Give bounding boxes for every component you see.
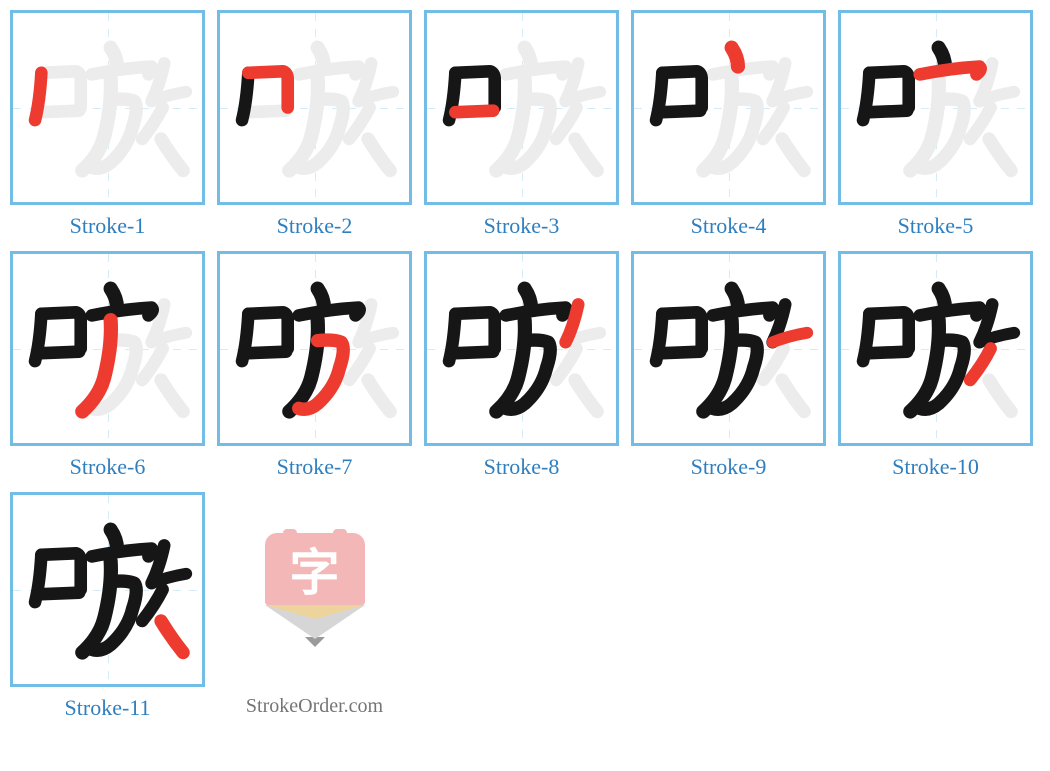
site-label: StrokeOrder.com	[246, 695, 383, 718]
stroke-frame	[838, 251, 1033, 446]
logo-badge: 字	[265, 533, 365, 605]
stroke-frame	[631, 10, 826, 205]
stroke-label: Stroke-6	[70, 454, 146, 480]
stroke-frame	[217, 10, 412, 205]
stroke-label: Stroke-3	[484, 213, 560, 239]
stroke-label: Stroke-1	[70, 213, 146, 239]
stroke-frame	[10, 251, 205, 446]
stroke-label: Stroke-7	[277, 454, 353, 480]
stroke-frame	[217, 251, 412, 446]
stroke-cell: Stroke-9	[631, 251, 826, 480]
stroke-cell: Stroke-6	[10, 251, 205, 480]
stroke-label: Stroke-5	[898, 213, 974, 239]
stroke-frame	[10, 492, 205, 687]
stroke-cell: Stroke-2	[217, 10, 412, 239]
stroke-frame	[10, 10, 205, 205]
stroke-label: Stroke-10	[892, 454, 979, 480]
logo-pencil-tip	[265, 605, 365, 639]
stroke-cell: Stroke-3	[424, 10, 619, 239]
stroke-cell: Stroke-10	[838, 251, 1033, 480]
stroke-frame	[838, 10, 1033, 205]
stroke-label: Stroke-2	[277, 213, 353, 239]
stroke-cell: Stroke-1	[10, 10, 205, 239]
site-logo: 字	[217, 492, 412, 687]
stroke-label: Stroke-11	[65, 695, 151, 721]
stroke-cell: Stroke-5	[838, 10, 1033, 239]
stroke-label: Stroke-8	[484, 454, 560, 480]
stroke-label: Stroke-4	[691, 213, 767, 239]
stroke-order-grid: Stroke-1 Stroke-2 Stroke-3 Stroke-4 Stro…	[10, 10, 1040, 721]
stroke-frame	[424, 10, 619, 205]
stroke-cell: Stroke-11	[10, 492, 205, 721]
stroke-cell: Stroke-7	[217, 251, 412, 480]
stroke-cell: Stroke-4	[631, 10, 826, 239]
logo-character: 字	[290, 533, 340, 605]
watermark-cell: 字 StrokeOrder.com	[217, 492, 412, 721]
stroke-label: Stroke-9	[691, 454, 767, 480]
stroke-frame	[424, 251, 619, 446]
stroke-frame	[631, 251, 826, 446]
stroke-cell: Stroke-8	[424, 251, 619, 480]
